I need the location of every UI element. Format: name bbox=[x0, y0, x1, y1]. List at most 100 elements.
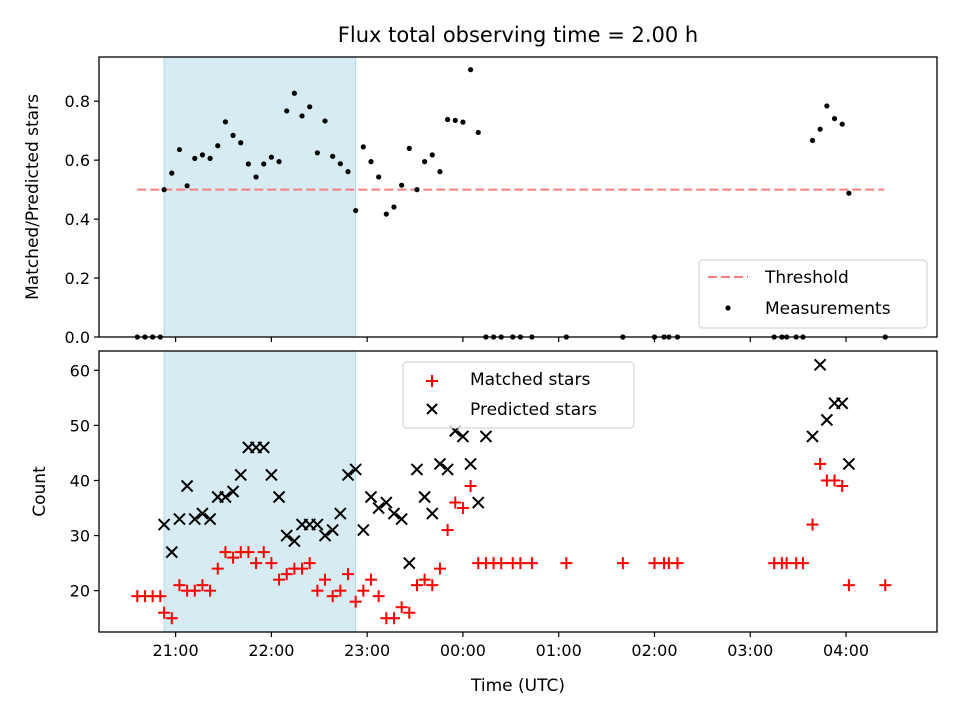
bottom-x-ticks: 21:00 22:00 23:00 00:00 01:00 02:00 03:00 04:00 bbox=[153, 632, 869, 660]
matched-star-marker bbox=[242, 546, 255, 559]
measurement-point bbox=[253, 174, 259, 180]
predicted-star-marker bbox=[265, 468, 278, 482]
matched-star-marker bbox=[525, 557, 538, 570]
predicted-star-marker bbox=[326, 523, 339, 537]
top-y-tick-label: 0.4 bbox=[65, 210, 90, 229]
measurement-point bbox=[460, 119, 466, 125]
predicted-star-marker bbox=[387, 507, 401, 520]
measurement-points bbox=[134, 67, 888, 340]
matched-star-marker bbox=[828, 474, 841, 487]
bottom-y-axis-label: Count bbox=[30, 466, 50, 517]
matched-star-marker bbox=[433, 562, 446, 575]
predicted-star-marker bbox=[456, 430, 470, 443]
matched-star-marker bbox=[211, 562, 224, 575]
predicted-star-marker bbox=[806, 430, 819, 443]
top-legend: Threshold Measurements bbox=[698, 259, 928, 329]
measurement-point bbox=[222, 119, 229, 125]
matched-legend-label: Matched stars bbox=[470, 370, 590, 390]
matched-star-marker bbox=[449, 496, 462, 509]
bottom-y-tick-label: 60 bbox=[70, 361, 90, 380]
matched-star-marker bbox=[456, 502, 469, 515]
top-panel: 0.00.20.40.60.8 Matched/Predicted stars … bbox=[23, 56, 938, 347]
predicted-legend-label: Predicted stars bbox=[470, 400, 597, 420]
matched-star-marker bbox=[410, 579, 423, 592]
x-tick-label: 21:00 bbox=[153, 641, 199, 660]
predicted-star-marker bbox=[813, 358, 827, 371]
predicted-star-marker bbox=[835, 397, 849, 410]
top-y-tick-label: 0.2 bbox=[65, 269, 90, 288]
matched-star-marker bbox=[814, 457, 827, 470]
measurement-point bbox=[452, 117, 458, 123]
x-axis-label: Time (UTC) bbox=[470, 676, 565, 696]
predicted-star-marker bbox=[334, 507, 347, 520]
chart-title: Flux total observing time = 2.00 h bbox=[338, 23, 698, 47]
measurement-point bbox=[245, 161, 252, 167]
matched-star-marker bbox=[395, 601, 408, 614]
matched-star-marker bbox=[303, 557, 316, 570]
matched-star-marker bbox=[671, 557, 684, 570]
predicted-star-marker bbox=[203, 512, 217, 526]
top-y-axis-label: Matched/Predicted stars bbox=[23, 94, 43, 300]
predicted-star-marker bbox=[165, 545, 178, 559]
top-y-tick-label: 0.8 bbox=[65, 92, 90, 111]
top-x-ticks bbox=[175, 337, 847, 342]
bottom-y-tick-label: 50 bbox=[70, 416, 90, 435]
matched-star-marker bbox=[560, 557, 573, 570]
measurement-point bbox=[330, 153, 336, 159]
matched-star-marker bbox=[372, 590, 385, 603]
measurement-point bbox=[169, 170, 175, 176]
predicted-star-marker bbox=[472, 496, 485, 509]
measurement-point bbox=[184, 183, 190, 189]
measurement-point bbox=[846, 190, 852, 196]
predicted-star-marker bbox=[403, 556, 416, 570]
predicted-star-marker bbox=[219, 490, 232, 504]
measurement-point bbox=[199, 152, 206, 158]
matched-star-marker bbox=[342, 568, 355, 581]
matched-star-marker bbox=[349, 595, 362, 608]
matched-star-marker bbox=[188, 584, 201, 597]
measurement-point bbox=[839, 121, 845, 127]
x-tick-label: 23:00 bbox=[344, 641, 390, 660]
matched-star-marker bbox=[158, 606, 171, 619]
predicted-star-marker bbox=[349, 463, 362, 476]
matched-star-marker bbox=[165, 612, 178, 625]
measurement-point bbox=[307, 104, 313, 110]
measurement-point bbox=[314, 150, 320, 156]
matched-star-marker bbox=[357, 584, 370, 597]
matched-star-marker bbox=[326, 590, 339, 603]
measurement-point bbox=[192, 155, 198, 161]
matched-star-marker bbox=[311, 584, 324, 597]
measurement-point bbox=[291, 90, 297, 96]
measurement-point bbox=[261, 161, 267, 167]
matched-star-marker bbox=[387, 612, 400, 625]
matched-star-marker bbox=[296, 562, 309, 575]
predicted-star-marker bbox=[272, 490, 286, 504]
bottom-y-tick-label: 40 bbox=[70, 471, 90, 490]
matched-legend-swatch bbox=[426, 375, 438, 387]
matched-star-marker bbox=[227, 551, 240, 564]
measurement-point bbox=[207, 155, 213, 161]
measurement-point bbox=[437, 169, 443, 175]
matched-star-marker bbox=[257, 546, 270, 559]
predicted-star-marker bbox=[341, 468, 355, 482]
top-y-tick-label: 0.6 bbox=[65, 151, 90, 170]
measurements-legend-label: Measurements bbox=[765, 299, 891, 319]
predicted-star-marker bbox=[318, 529, 332, 542]
measurement-point bbox=[831, 116, 838, 122]
predicted-star-marker bbox=[479, 430, 493, 443]
threshold-legend-label: Threshold bbox=[764, 268, 849, 288]
measurement-point bbox=[268, 154, 274, 160]
measurement-point bbox=[353, 207, 359, 214]
matched-star-marker bbox=[219, 546, 232, 559]
measurement-point bbox=[824, 103, 830, 109]
predicted-star-marker bbox=[196, 507, 209, 520]
x-tick-label: 02:00 bbox=[631, 641, 677, 660]
x-tick-label: 00:00 bbox=[440, 641, 486, 660]
top-axes-frame bbox=[98, 56, 938, 338]
matched-star-marker bbox=[836, 479, 849, 492]
predicted-legend-swatch bbox=[426, 403, 438, 415]
matched-star-marker bbox=[418, 573, 431, 586]
matched-star-marker bbox=[196, 579, 209, 592]
matched-star-marker bbox=[204, 584, 217, 597]
